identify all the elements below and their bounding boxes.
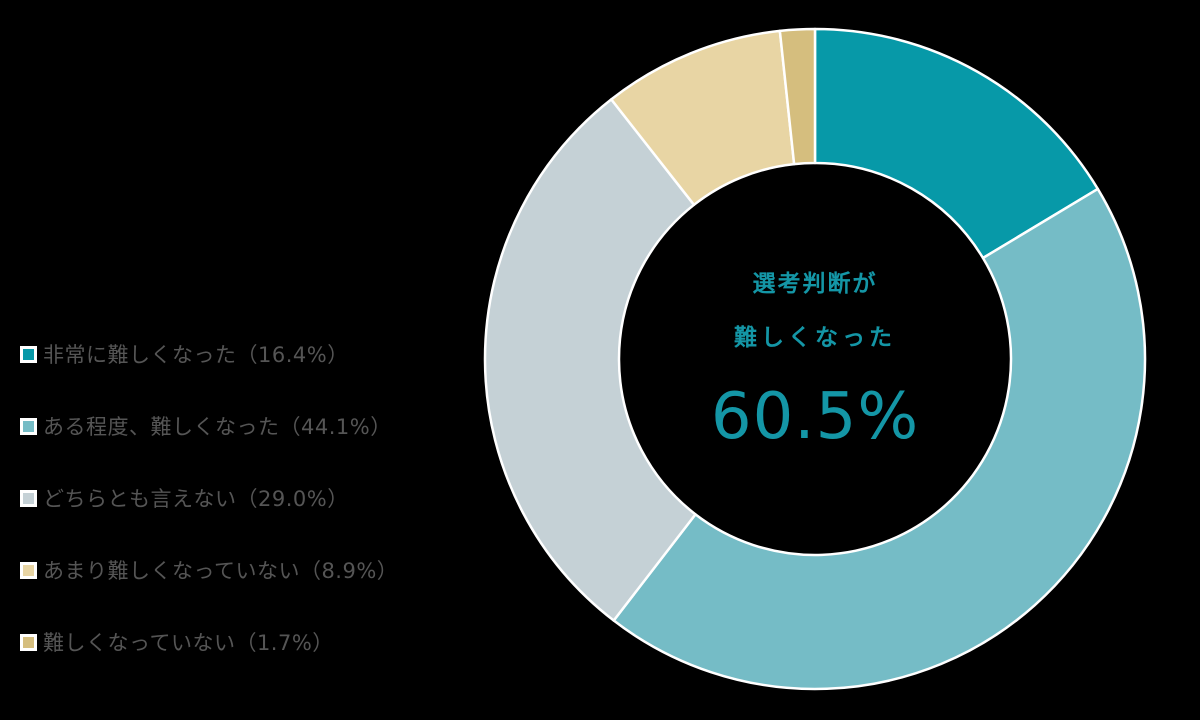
legend-item-not-very-difficult: あまり難しくなっていない（8.9%） — [20, 552, 398, 588]
center-caption-line1: 選考判断が — [752, 271, 878, 297]
center-caption-line2: 難しくなった — [734, 325, 896, 351]
legend-swatch-icon — [20, 345, 37, 363]
legend-label: ある程度、難しくなった（44.1%） — [43, 415, 392, 439]
legend-swatch-icon — [20, 489, 37, 507]
legend-item-not-difficult: 難しくなっていない（1.7%） — [20, 624, 398, 660]
legend-label: あまり難しくなっていない（8.9%） — [43, 559, 399, 583]
legend-label: どちらとも言えない（29.0%） — [43, 487, 349, 511]
legend-item-very-difficult: 非常に難しくなった（16.4%） — [20, 336, 398, 372]
legend-swatch-icon — [20, 633, 37, 651]
legend-label: 難しくなっていない（1.7%） — [43, 631, 334, 655]
legend-item-somewhat-difficult: ある程度、難しくなった（44.1%） — [20, 408, 398, 444]
slice-neutral — [483, 98, 697, 622]
slice-somewhat-difficult — [612, 187, 1147, 691]
legend-swatch-icon — [20, 561, 37, 579]
legend-item-neutral: どちらとも言えない（29.0%） — [20, 480, 398, 516]
legend-swatch-icon — [20, 417, 37, 435]
center-value: 60.5% — [710, 380, 920, 454]
slice-not-difficult — [778, 27, 817, 166]
slice-very-difficult — [813, 27, 1100, 260]
legend-label: 非常に難しくなった（16.4%） — [43, 343, 349, 367]
legend: 非常に難しくなった（16.4%） ある程度、難しくなった（44.1%） どちらと… — [20, 336, 398, 696]
